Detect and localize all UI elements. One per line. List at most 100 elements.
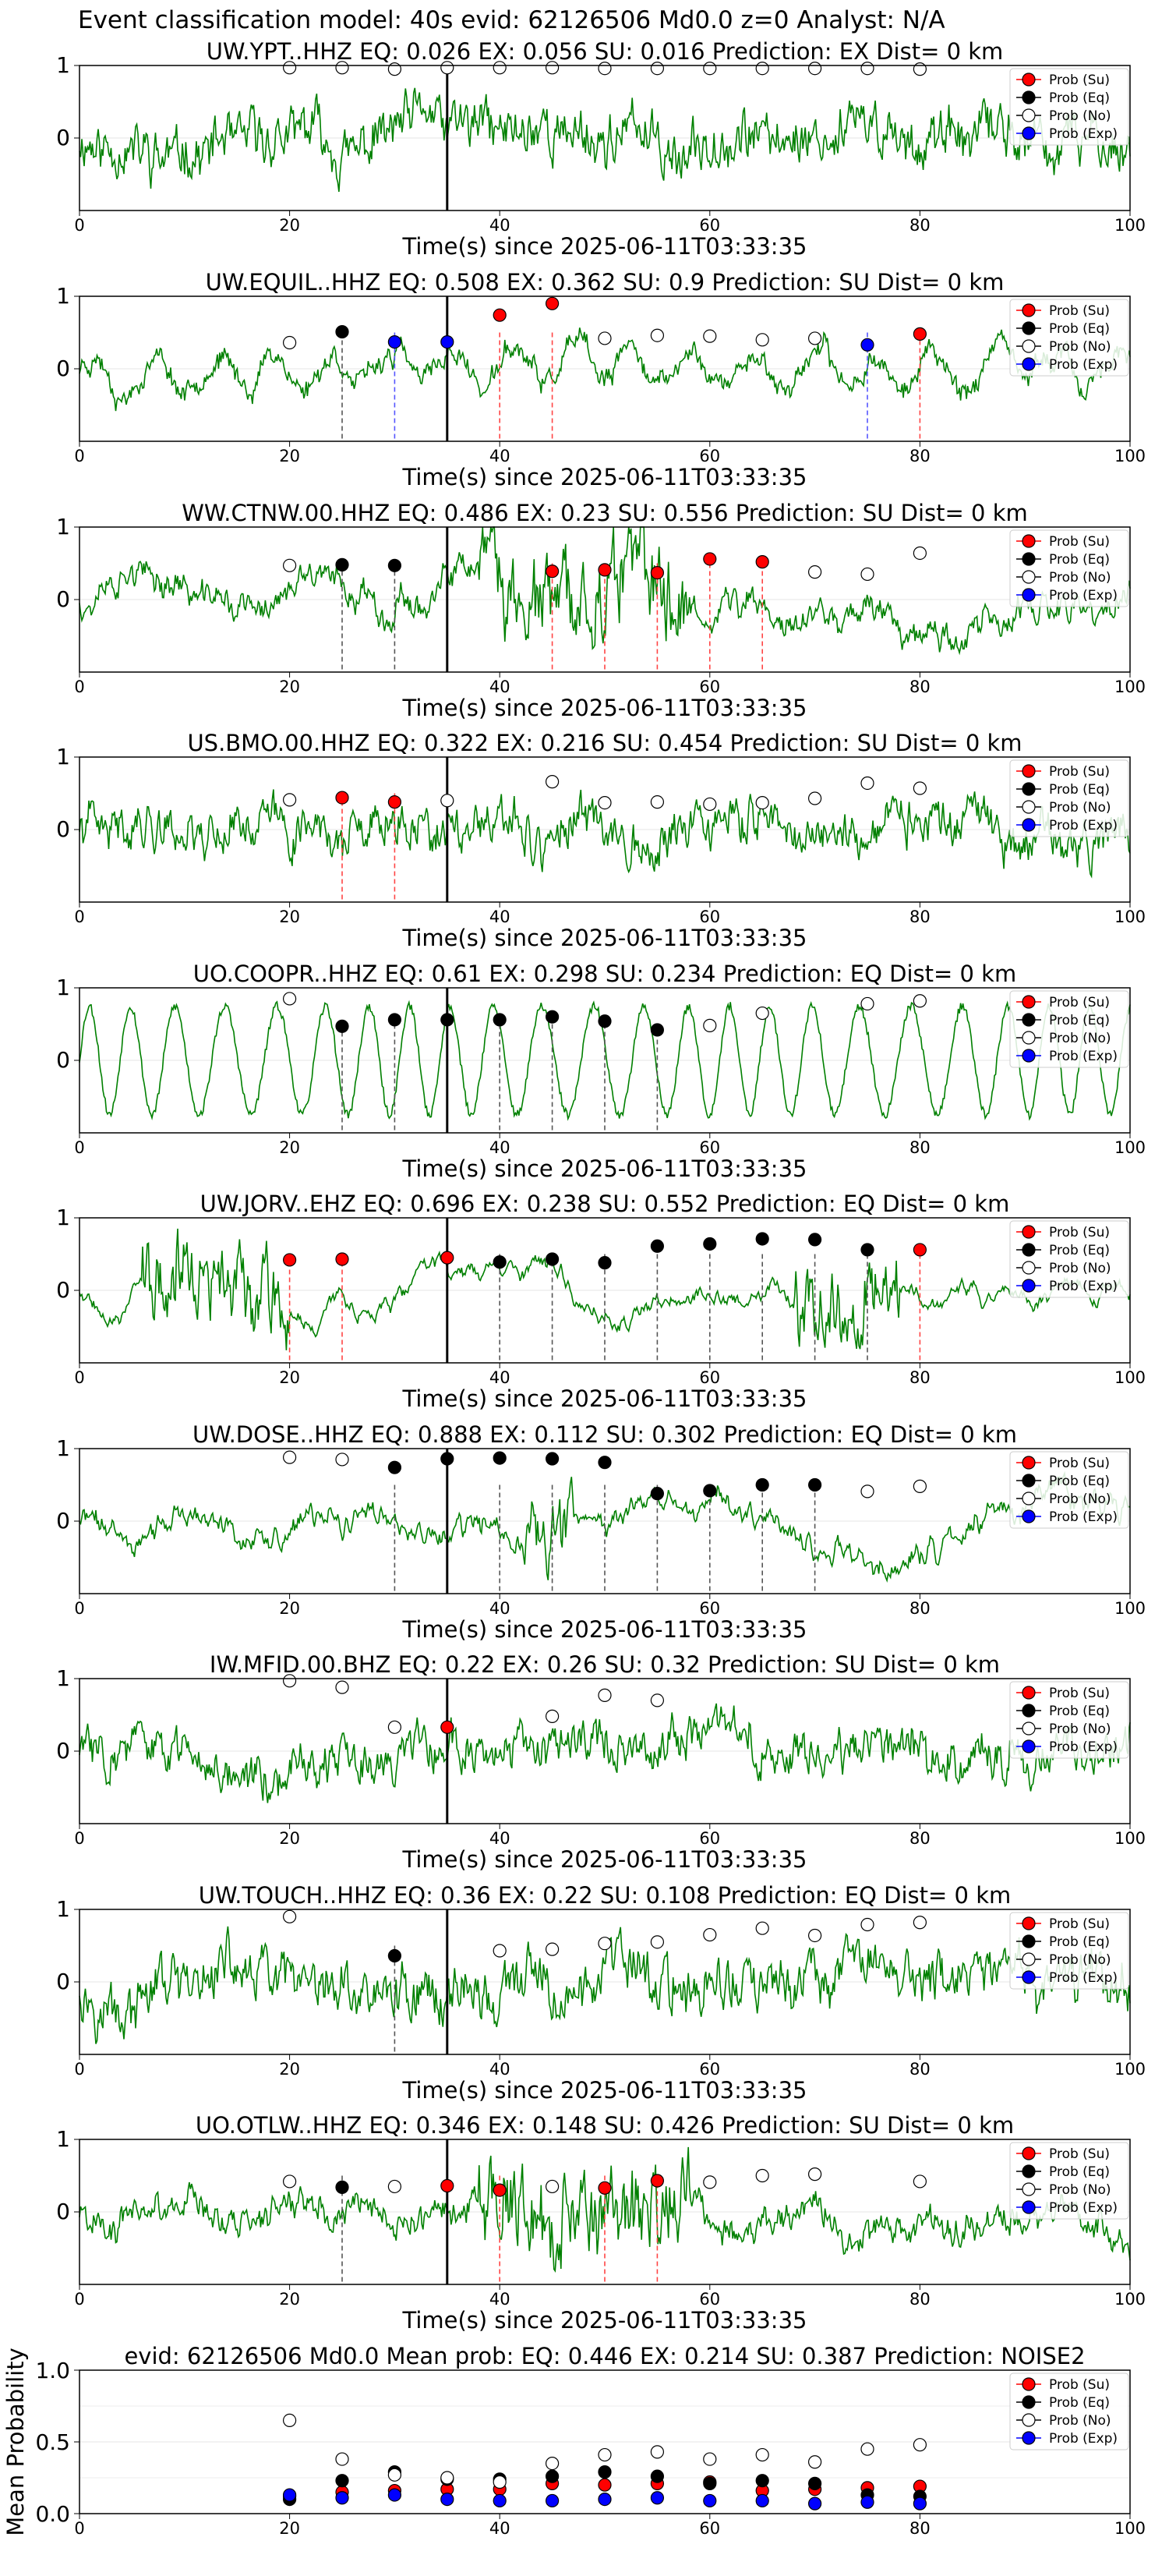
x-tick-label: 60 <box>699 678 720 696</box>
panel-uw-dose--hhz: UW.DOSE..HHZ EQ: 0.888 EX: 0.112 SU: 0.3… <box>56 1421 1146 1643</box>
prob-marker-no <box>650 1693 665 1707</box>
prob-marker-no <box>913 994 927 1008</box>
legend-label-eq: Prob (Eq) <box>1049 1934 1110 1950</box>
legend-label-eq: Prob (Eq) <box>1049 1474 1110 1489</box>
legend-marker-eq <box>1022 2164 1036 2178</box>
prob-marker-no <box>755 333 769 347</box>
prob-marker-no <box>387 1720 401 1734</box>
mean-marker-eq <box>598 2465 612 2479</box>
y-tick-label: 0 <box>56 586 70 612</box>
x-axis-label: Time(s) since 2025-06-11T03:33:35 <box>402 925 807 951</box>
y-tick-label: 1 <box>56 514 70 540</box>
panel-uw-touch--hhz: UW.TOUCH..HHZ EQ: 0.36 EX: 0.22 SU: 0.10… <box>56 1882 1146 2104</box>
legend-label-su: Prob (Su) <box>1049 1916 1110 1932</box>
prob-marker-no <box>545 775 560 789</box>
prob-marker-no <box>650 328 665 342</box>
legend-label-eq: Prob (Eq) <box>1049 782 1110 798</box>
legend-marker-exp <box>1022 1049 1036 1063</box>
prob-marker-no <box>650 1935 665 1949</box>
x-tick-label: 0 <box>74 2290 84 2309</box>
x-tick-label: 80 <box>909 1368 931 1387</box>
legend-label-exp: Prob (Exp) <box>1049 1279 1118 1294</box>
legend-marker-eq <box>1022 1243 1036 1257</box>
x-tick-label: 20 <box>279 908 300 926</box>
mean-marker-no <box>335 2452 349 2466</box>
legend-marker-no <box>1022 2182 1036 2196</box>
prob-marker-su <box>440 2178 454 2193</box>
legend: Prob (Su) Prob (Eq) Prob (No) Prob (Exp) <box>1009 759 1129 837</box>
prob-marker-no <box>807 791 822 805</box>
prob-marker-eq <box>755 1477 769 1492</box>
y-tick-label: 1 <box>56 1896 70 1922</box>
x-tick-label: 60 <box>699 216 720 235</box>
prob-marker-no <box>703 2175 717 2189</box>
prob-marker-no <box>703 1927 717 1942</box>
legend-label-su: Prob (Su) <box>1049 2146 1110 2162</box>
y-tick-label: 1 <box>56 1435 70 1461</box>
legend-label-no: Prob (No) <box>1049 1952 1111 1968</box>
x-tick-label: 100 <box>1114 2060 1146 2079</box>
prob-marker-exp <box>387 334 401 349</box>
legend-label-exp: Prob (Exp) <box>1049 2431 1118 2447</box>
prob-marker-no <box>860 1917 874 1932</box>
legend-label-no: Prob (No) <box>1049 339 1111 355</box>
prob-marker-no <box>598 331 612 345</box>
prob-marker-no <box>913 62 927 76</box>
prob-marker-eq <box>493 1451 507 1465</box>
prob-marker-su <box>913 327 927 341</box>
y-tick-label: 0 <box>56 125 70 150</box>
mean-marker-exp <box>440 2493 454 2507</box>
legend-label-exp: Prob (Exp) <box>1049 588 1118 603</box>
x-tick-label: 0 <box>74 1368 84 1387</box>
prob-marker-su <box>650 565 665 580</box>
x-tick-label: 40 <box>489 216 510 235</box>
x-axis-label: Time(s) since 2025-06-11T03:33:35 <box>402 1846 807 1873</box>
prob-marker-eq <box>598 1456 612 1470</box>
prob-marker-su <box>650 2174 665 2188</box>
legend-marker-eq <box>1022 90 1036 104</box>
prob-marker-su <box>335 791 349 805</box>
x-tick-label: 60 <box>699 2060 720 2079</box>
legend-marker-exp <box>1022 2431 1036 2445</box>
figure-suptitle: Event classification model: 40s evid: 62… <box>78 6 945 34</box>
legend-marker-no <box>1022 339 1036 353</box>
y-tick-label: 0 <box>56 2199 70 2224</box>
prob-marker-eq <box>807 1477 822 1492</box>
prob-marker-eq <box>335 2180 349 2194</box>
legend-marker-exp <box>1022 1739 1036 1753</box>
mean-marker-eq <box>650 2469 665 2483</box>
prob-marker-no <box>703 62 717 76</box>
panel-uw-jorv--ehz: UW.JORV..EHZ EQ: 0.696 EX: 0.238 SU: 0.5… <box>56 1191 1146 1412</box>
panel-ww-ctnw-00-hhz: WW.CTNW.00.HHZ EQ: 0.486 EX: 0.23 SU: 0.… <box>56 500 1146 721</box>
y-tick-label: 0 <box>56 816 70 842</box>
prob-marker-no <box>913 546 927 561</box>
prob-marker-eq <box>703 1484 717 1498</box>
prob-marker-su <box>913 1243 927 1257</box>
x-tick-label: 100 <box>1114 1138 1146 1157</box>
mean-marker-eq <box>807 2476 822 2490</box>
mean-marker-no <box>545 2457 560 2471</box>
prob-marker-no <box>860 776 874 791</box>
legend-label-su: Prob (Su) <box>1049 73 1110 88</box>
x-tick-label: 0 <box>74 216 84 235</box>
prob-marker-no <box>493 61 507 75</box>
waveform-trace <box>79 789 1131 879</box>
waveform-trace <box>79 526 1131 656</box>
legend-marker-su <box>1022 1686 1036 1700</box>
x-tick-label: 20 <box>279 678 300 696</box>
legend-marker-su <box>1022 303 1036 317</box>
prob-marker-no <box>703 797 717 812</box>
prob-marker-no <box>283 1909 297 1923</box>
x-tick-label: 40 <box>489 1138 510 1157</box>
legend-marker-eq <box>1022 1474 1036 1488</box>
prob-marker-no <box>545 2179 560 2194</box>
x-tick-label: 60 <box>699 1138 720 1157</box>
x-tick-label: 40 <box>489 908 510 926</box>
x-tick-label: 100 <box>1114 908 1146 926</box>
prob-marker-su <box>598 2181 612 2195</box>
x-tick-label: 100 <box>1114 216 1146 235</box>
mean-marker-eq <box>703 2476 717 2490</box>
prob-marker-su <box>755 555 769 569</box>
legend-label-su: Prob (Su) <box>1049 1225 1110 1240</box>
